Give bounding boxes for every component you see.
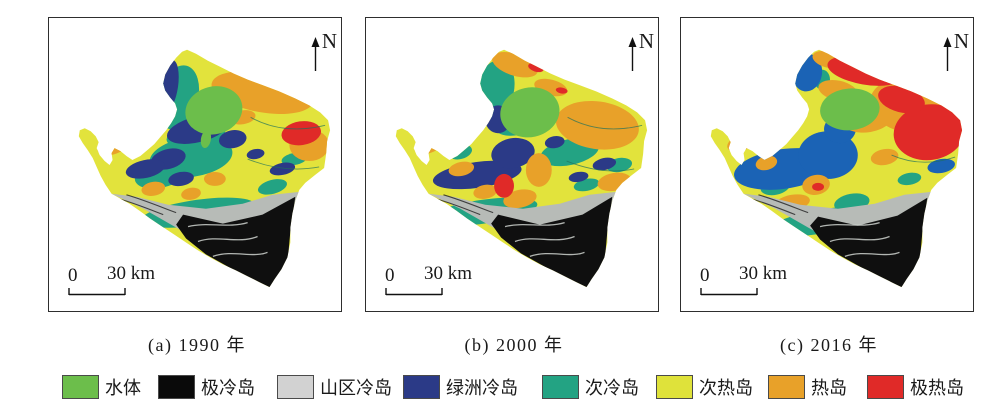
thematic-map-2016 (710, 49, 963, 288)
scale-zero-label: 0 (385, 265, 395, 286)
north-arrow-icon (628, 37, 637, 71)
north-arrow: N (310, 31, 337, 73)
scale-zero-label: 0 (700, 265, 710, 286)
legend-label-water: 水体 (105, 378, 141, 398)
legend-label-extreme-heat-island: 极热岛 (910, 378, 964, 398)
north-arrow: N (627, 31, 654, 73)
scale-end-label: 30 km (107, 263, 156, 284)
legend-item-extreme-heat-island: 极热岛 (867, 374, 964, 400)
scale-zero-label: 0 (68, 265, 78, 286)
north-label: N (321, 29, 337, 53)
map-panel-2000: N 0 30 km (365, 17, 659, 312)
north-label: N (953, 29, 969, 53)
map-panel-1990: N 0 30 km (48, 17, 342, 312)
legend-label-oasis-cold-island: 绿洲冷岛 (446, 378, 518, 398)
legend-swatch-sub-cold-island (542, 375, 579, 399)
north-arrow-icon (943, 37, 952, 71)
legend-swatch-heat-island (768, 375, 805, 399)
legend-swatch-mountain-cold-island (277, 375, 314, 399)
scale-bar: 0 30 km (698, 263, 798, 301)
legend-item-extreme-cold-island: 极冷岛 (158, 374, 255, 400)
legend-label-sub-heat-island: 次热岛 (699, 378, 753, 398)
legend-item-oasis-cold-island: 绿洲冷岛 (403, 374, 518, 400)
caption-1990: (a) 1990 年 (148, 335, 246, 355)
north-label: N (638, 29, 654, 53)
legend-swatch-oasis-cold-island (403, 375, 440, 399)
thematic-map-1990 (78, 49, 331, 288)
north-arrow: N (942, 31, 969, 73)
legend-swatch-extreme-heat-island (867, 375, 904, 399)
legend-item-water: 水体 (62, 374, 141, 400)
legend-item-heat-island: 热岛 (768, 374, 847, 400)
caption-2000: (b) 2000 年 (464, 335, 564, 355)
legend-item-mountain-cold-island: 山区冷岛 (277, 374, 392, 400)
legend-swatch-sub-heat-island (656, 375, 693, 399)
scale-end-label: 30 km (739, 263, 788, 284)
scale-bar-line (700, 288, 758, 296)
north-arrow-icon (311, 37, 320, 71)
legend-label-extreme-cold-island: 极冷岛 (201, 378, 255, 398)
caption-2016: (c) 2016 年 (780, 335, 878, 355)
scale-bar-line (385, 288, 443, 296)
legend-item-sub-heat-island: 次热岛 (656, 374, 753, 400)
scale-end-label: 30 km (424, 263, 473, 284)
thematic-map-2000 (395, 49, 648, 288)
map-panel-2016: N 0 30 km (680, 17, 974, 312)
legend-swatch-water (62, 375, 99, 399)
scale-bar: 0 30 km (66, 263, 166, 301)
legend-swatch-extreme-cold-island (158, 375, 195, 399)
legend-label-heat-island: 热岛 (811, 378, 847, 398)
legend-label-sub-cold-island: 次冷岛 (585, 378, 639, 398)
scale-bar-line (68, 288, 126, 296)
legend-item-sub-cold-island: 次冷岛 (542, 374, 639, 400)
legend-label-mountain-cold-island: 山区冷岛 (320, 378, 392, 398)
scale-bar: 0 30 km (383, 263, 483, 301)
